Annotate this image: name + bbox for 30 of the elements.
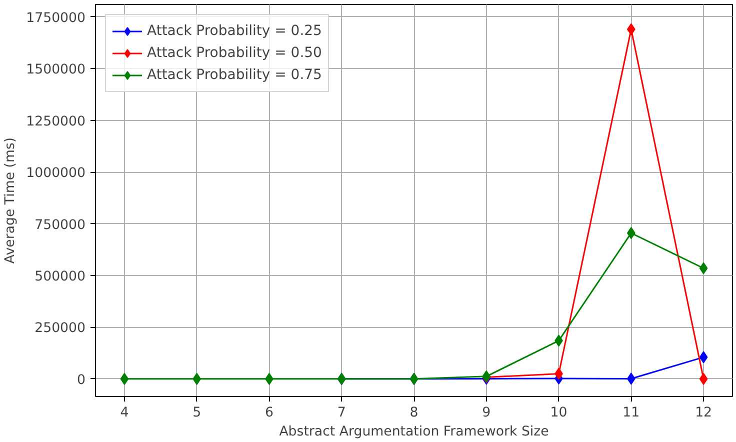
point — [626, 227, 636, 240]
point — [699, 262, 708, 274]
legend-label: Attack Probability = 0.25 — [147, 23, 322, 39]
x-tick-label: 8 — [410, 406, 418, 420]
y-tick-label: 750000 — [34, 218, 86, 233]
point — [192, 372, 202, 385]
x-tick-label: 4 — [120, 406, 129, 420]
y-tick-label: 500000 — [34, 269, 86, 284]
legend-label: Attack Probability = 0.75 — [147, 67, 322, 83]
y-tick-label: 250000 — [34, 321, 86, 336]
y-tick-label: 1500000 — [26, 62, 86, 78]
y-tick-label: 0 — [77, 372, 86, 388]
y-tick-label: 1250000 — [26, 114, 86, 130]
y-tick-label: 1000000 — [26, 166, 86, 182]
x-tick-label: 6 — [264, 406, 274, 420]
x-tick-label: 12 — [695, 406, 712, 420]
point — [120, 372, 129, 385]
point — [699, 372, 708, 385]
x-axis-title: Abstract Argumentation Framework Size — [279, 424, 549, 440]
point — [699, 351, 708, 364]
legend-label: Attack Probability = 0.50 — [147, 45, 322, 61]
x-tick-label: 9 — [482, 406, 491, 420]
point — [626, 372, 636, 385]
x-tick-label: 11 — [622, 406, 640, 420]
point — [626, 23, 636, 36]
x-tick-label: 7 — [337, 406, 346, 420]
y-axis-title: Average Time (ms) — [3, 137, 18, 264]
y-tick-label: 1750000 — [26, 10, 86, 26]
x-tick-label: 5 — [192, 406, 202, 420]
x-tick-label: 10 — [550, 406, 568, 420]
